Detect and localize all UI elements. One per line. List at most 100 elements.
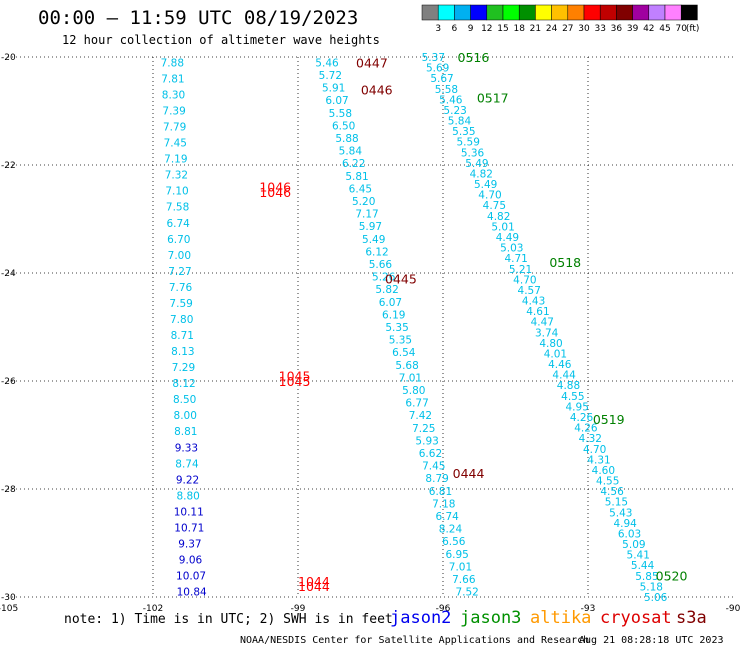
swh-value-label: 7.42 xyxy=(409,410,432,422)
swh-value-label: 7.17 xyxy=(355,209,378,221)
swh-value-label: 5.09 xyxy=(622,539,645,551)
swh-value-label: 5.43 xyxy=(609,507,632,519)
swh-value-label: 7.01 xyxy=(399,372,422,384)
swh-value-label: 8.13 xyxy=(171,346,194,358)
colorbar-tick-label: 9 xyxy=(468,24,474,34)
colorbar-tick-label: 70 xyxy=(675,24,687,34)
swh-value-label: 7.81 xyxy=(161,73,184,85)
swh-value-label: 5.01 xyxy=(491,221,514,233)
swh-value-label: 6.62 xyxy=(419,448,442,460)
chart-subtitle: 12 hour collection of altimeter wave hei… xyxy=(62,33,380,47)
swh-value-label: 7.58 xyxy=(166,202,189,214)
swh-value-label: 4.70 xyxy=(478,190,501,202)
colorbar-swatch xyxy=(680,4,698,21)
swh-value-label: 4.46 xyxy=(548,359,572,371)
colorbar-swatch xyxy=(648,4,666,21)
swh-value-label: 5.49 xyxy=(474,179,497,191)
swh-value-label: 7.45 xyxy=(422,461,445,473)
swh-value-label: 5.36 xyxy=(461,147,485,159)
swh-value-label: 7.29 xyxy=(172,362,195,374)
swh-value-label: 5.06 xyxy=(644,592,668,604)
data-marks: 7.88 7.81 8.30 7.39 7.79 7.45 7.19 7.32 7.10 7.58… xyxy=(161,50,688,604)
colorbar-swatch xyxy=(518,4,536,21)
swh-value-label: 5.15 xyxy=(605,497,628,509)
swh-value-label: 9.06 xyxy=(179,555,203,567)
legend-jason2: jason2 xyxy=(390,608,452,628)
swh-value-label: 7.45 xyxy=(164,138,187,150)
swh-value-label: 5.37 xyxy=(422,52,445,64)
colorbar-tick-label: 15 xyxy=(497,24,508,34)
swh-value-label: 7.27 xyxy=(168,266,191,278)
colorbar-swatch xyxy=(535,4,552,21)
swh-value-label: 6.81 xyxy=(429,486,452,498)
x-tick-label: -99 xyxy=(291,604,306,614)
swh-value-label: 6.77 xyxy=(405,398,428,410)
y-tick-label: -20 xyxy=(1,53,16,63)
swh-value-label: 7.66 xyxy=(452,574,476,586)
swh-value-label: 7.01 xyxy=(449,561,472,573)
pass-time-label: 0519 xyxy=(593,412,625,427)
y-tick-label: -22 xyxy=(1,161,16,171)
swh-value-label: 8.81 xyxy=(174,426,197,438)
colorbar-tick-label: 18 xyxy=(513,24,525,34)
swh-value-label: 4.70 xyxy=(583,444,606,456)
swh-value-label: 6.56 xyxy=(442,536,466,548)
swh-value-label: 6.07 xyxy=(325,95,348,107)
swh-value-label: 6.50 xyxy=(332,120,355,132)
swh-value-label: 5.72 xyxy=(319,70,342,82)
swh-value-label: 5.58 xyxy=(435,84,458,96)
swh-value-label: 7.88 xyxy=(161,57,184,69)
swh-value-label: 7.59 xyxy=(169,298,192,310)
swh-value-label: 4.32 xyxy=(579,433,602,445)
swh-value-label: 6.54 xyxy=(392,347,416,359)
legend-altika: altika xyxy=(530,608,592,628)
swh-value-label: 4.44 xyxy=(552,370,576,382)
x-tick-label: -102 xyxy=(143,604,163,614)
colorbar-swatch xyxy=(486,4,504,21)
swh-value-label: 4.95 xyxy=(566,401,589,413)
swh-value-label: 9.22 xyxy=(176,474,199,486)
swh-value-label: 8.80 xyxy=(176,490,199,502)
swh-value-label: 5.03 xyxy=(500,243,523,255)
swh-value-label: 4.61 xyxy=(526,306,549,318)
swh-value-label: 6.95 xyxy=(445,549,468,561)
swh-value-label: 5.35 xyxy=(389,335,412,347)
pass-time-label: 0445 xyxy=(385,271,417,286)
swh-value-label: 5.68 xyxy=(395,360,418,372)
colorbar-tick-label: 36 xyxy=(611,24,623,34)
swh-value-label: 4.01 xyxy=(544,348,567,360)
swh-value-label: 5.35 xyxy=(385,322,408,334)
colorbar-swatch xyxy=(437,4,455,21)
colorbar-tick-label: 30 xyxy=(578,24,590,34)
swh-value-label: 4.55 xyxy=(596,476,619,488)
pass-time-label: 0447 xyxy=(356,55,388,70)
swh-value-label: 5.20 xyxy=(352,196,375,208)
colorbar-swatch xyxy=(616,4,633,21)
swh-value-label: 9.37 xyxy=(178,538,201,550)
swh-value-label: 10.71 xyxy=(174,522,204,534)
colorbar-tick-label: 45 xyxy=(659,24,670,34)
swh-value-label: 6.45 xyxy=(349,183,372,195)
swh-value-label: 5.66 xyxy=(369,259,393,271)
y-tick-label: -26 xyxy=(1,377,16,387)
colorbar-tick-label: 21 xyxy=(530,24,541,34)
swh-value-label: 8.24 xyxy=(439,524,463,536)
swh-value-label: 6.12 xyxy=(365,246,388,258)
swh-value-label: 4.75 xyxy=(483,200,506,212)
colorbar-tick-label: 27 xyxy=(562,24,573,34)
axes: -105 -102 -99 -96 -93 -90 -20 -22 -24 -26 -28 -30 xyxy=(0,53,740,614)
legend-s3a: s3a xyxy=(676,608,707,628)
footnote: note: 1) Time is in UTC; 2) SWH is in fe… xyxy=(64,612,393,627)
swh-value-label: 5.49 xyxy=(465,158,488,170)
swh-value-label: 6.07 xyxy=(379,297,402,309)
swh-value-label: 6.70 xyxy=(167,234,190,246)
timestamp: Aug 21 08:28:18 UTC 2023 xyxy=(579,635,724,646)
swh-value-label: 6.19 xyxy=(382,309,405,321)
swh-value-label: 5.80 xyxy=(402,385,425,397)
swh-value-label: 5.18 xyxy=(640,581,663,593)
swh-value-label: 4.94 xyxy=(613,518,637,530)
swh-value-label: 6.03 xyxy=(618,528,641,540)
credit: NOAA/NESDIS Center for Satellite Applica… xyxy=(240,635,590,646)
colorbar-tick-label: 39 xyxy=(627,24,639,34)
